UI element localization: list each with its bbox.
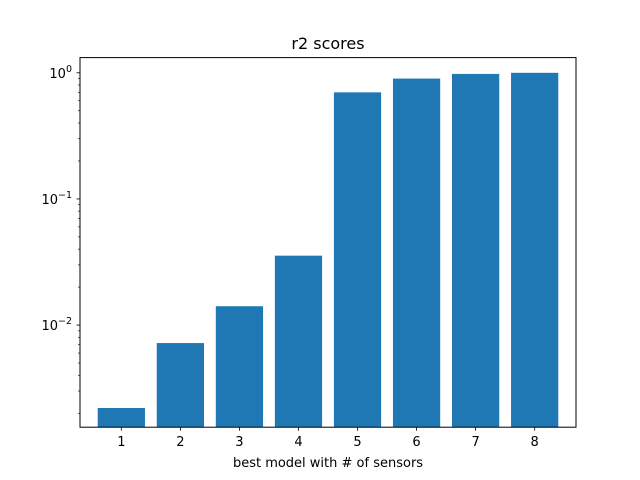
x-tick-label: 3 <box>235 435 243 450</box>
bar-4 <box>274 255 323 428</box>
y-tick-label: 10−1 <box>41 190 72 208</box>
y-tick-label: 10−2 <box>41 316 72 334</box>
chart-title: r2 scores <box>291 34 364 53</box>
plot-frame <box>79 57 577 428</box>
x-tick-label: 7 <box>471 435 479 450</box>
y-axis-ticks: 100 10−1 10−2 <box>41 64 80 414</box>
x-tick-label: 6 <box>412 435 420 450</box>
x-tick-label: 4 <box>294 435 302 450</box>
bar-7 <box>452 73 500 428</box>
x-tick-label: 8 <box>531 435 539 450</box>
x-tick-label: 5 <box>353 435 361 450</box>
bar-2 <box>156 343 204 428</box>
y-tick-label: 100 <box>49 64 72 82</box>
bars-group <box>97 72 559 428</box>
x-tick-label: 2 <box>176 435 184 450</box>
x-axis-label: best model with # of sensors <box>233 456 423 471</box>
x-axis-ticks: 1 2 3 4 5 6 7 8 <box>117 427 539 450</box>
bar-8 <box>511 72 559 428</box>
bar-5 <box>333 92 382 428</box>
bar-3 <box>215 306 264 428</box>
bar-6 <box>392 78 441 428</box>
bar-1 <box>97 408 145 428</box>
x-tick-label: 1 <box>117 435 125 450</box>
